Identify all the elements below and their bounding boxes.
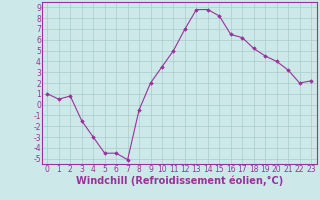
X-axis label: Windchill (Refroidissement éolien,°C): Windchill (Refroidissement éolien,°C)	[76, 175, 283, 186]
